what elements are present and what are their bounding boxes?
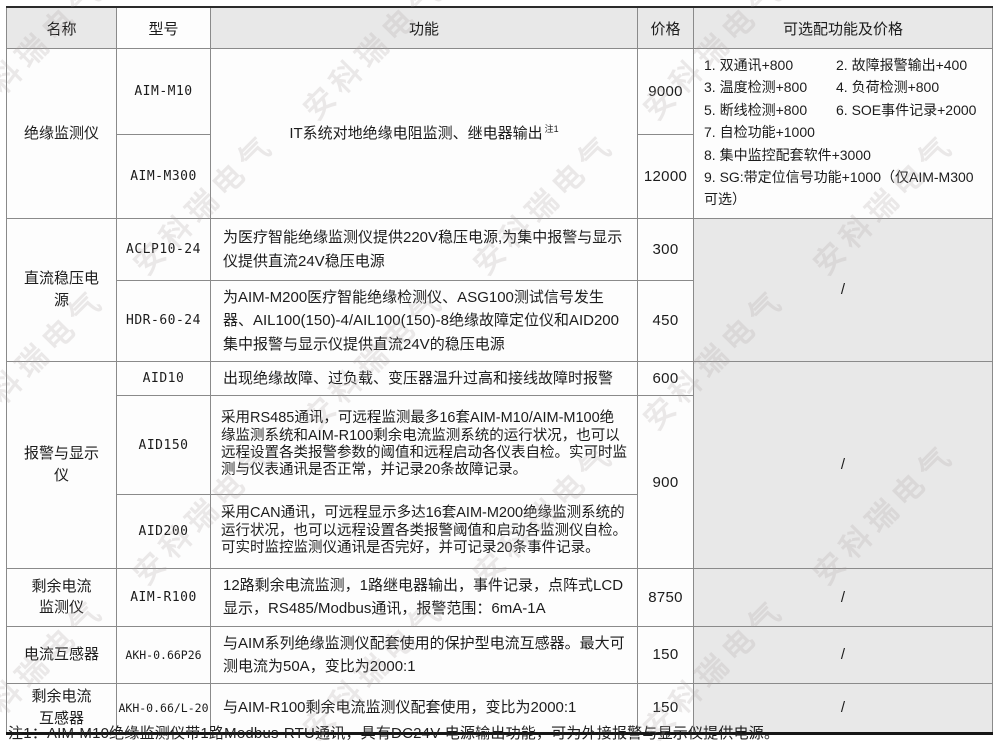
cell-product-name: 剩余电流 监测仪 [6,568,117,627]
cell-price: 9000 [637,48,694,135]
header-row: 名称 型号 功能 价格 可选配功能及价格 [6,6,993,49]
cell-function: 与AIM系列绝缘监测仪配套使用的保护型电流互感器。最大可测电流为50A，变比为2… [210,625,638,684]
option-item: 6. SOE事件记录+2000 [836,101,977,118]
function-text: IT系统对地绝缘电阻监测、继电器输出 [289,124,543,142]
row-aclp10-24: 直流稳压电源 ACLP10-24 为医疗智能绝缘监测仪提供220V稳压电源,为集… [6,218,993,362]
row-hdr-60-24: HDR-60-24 为AIM-M200医疗智能绝缘检测仪、ASG100测试信号发… [7,280,993,362]
cell-product-name: 电流互感器 [6,625,117,684]
header-cell-function: 功能 [210,6,638,49]
cell-optional-features: 1. 双通讯+800 2. 故障报警输出+400 3. 温度检测+800 4. … [693,48,993,219]
optional-features-grid: 1. 双通讯+800 2. 故障报警输出+400 3. 温度检测+800 4. … [704,54,984,121]
footnote-ref: 注1 [544,123,559,134]
cell-optional-slash: / [693,218,993,362]
cell-price: 450 [637,280,694,362]
cell-model: AIM-R100 [116,568,211,627]
option-item: 3. 温度检测+800 [704,79,808,96]
cell-model: AID10 [116,360,211,397]
cell-price: 600 [637,360,694,397]
cell-model: AKH-0.66P26 [116,625,211,684]
cell-model: ACLP10-24 [116,218,211,281]
cell-function: 12路剩余电流监测，1路继电器输出，事件记录，点阵式LCD显示，RS485/Mo… [210,568,638,627]
option-item: 4. 负荷检测+800 [836,79,940,96]
cell-product-name: 报警与显示仪 [6,360,117,570]
row-aid150: AID150 采用RS485通讯，可远程监测最多16套AIM-M10/AIM-M… [7,395,993,569]
option-item: 8. 集中监控配套软件+3000 [704,146,871,163]
cell-model: AKH-0.66/L-20 [116,683,211,734]
cell-function: 与AIM-R100剩余电流监测仪配套使用，变比为2000:1 [210,683,638,734]
row-akh-066l20: 剩余电流 互感器 AKH-0.66/L-20 与AIM-R100剩余电流监测仪配… [6,683,993,734]
cell-price: 12000 [637,134,694,219]
cell-function: IT系统对地绝缘电阻监测、继电器输出 注1 [210,48,638,219]
cell-optional-slash: / [693,568,993,627]
option-item: 2. 故障报警输出+400 [836,57,968,73]
header-cell-name: 名称 [6,6,117,49]
cell-function: 出现绝缘故障、过负载、变压器温升过高和接线故障时报警 [210,360,638,397]
cell-model: AID150 [116,395,211,495]
header-cell-model: 型号 [116,6,211,49]
cell-optional-slash: / [693,625,993,684]
cell-model: AID200 [116,494,211,569]
option-item: 9. SG:带定位信号功能+1000（仅AIM-M300可选） [704,168,974,208]
cell-function: 采用RS485通讯，可远程监测最多16套AIM-M10/AIM-M100绝缘监测… [210,395,638,495]
cell-model: HDR-60-24 [116,280,211,362]
cell-function: 为AIM-M200医疗智能绝缘检测仪、ASG100测试信号发生器、AIL100(… [210,280,638,362]
product-price-table: 名称 型号 功能 价格 可选配功能及价格 绝缘监测仪 AIM-M10 IT系统对… [6,6,993,735]
footnote: 注1：AIM-M10绝缘监测仪带1路Modbus-RTU通讯，具有DC24V 电… [8,725,780,742]
cell-product-name: 直流稳压电源 [6,218,117,362]
cell-optional-slash: / [693,683,993,734]
cell-function: 采用CAN通讯，可远程显示多达16套AIM-M200绝缘监测系统的运行状况，也可… [210,494,638,569]
cell-price: 300 [637,218,694,281]
header-cell-options: 可选配功能及价格 [693,6,993,49]
option-item: 5. 断线检测+800 [704,101,808,118]
row-aim-r100: 剩余电流 监测仪 AIM-R100 12路剩余电流监测，1路继电器输出，事件记录… [6,568,993,627]
header-cell-price: 价格 [637,6,694,49]
cell-optional-slash: / [693,360,993,570]
row-akh-066p26: 电流互感器 AKH-0.66P26 与AIM系列绝缘监测仪配套使用的保护型电流互… [6,625,993,684]
cell-price: 150 [637,625,694,684]
cell-function: 为医疗智能绝缘监测仪提供220V稳压电源,为集中报警与显示仪提供直流24V稳压电… [210,218,638,281]
row-aim-m300: AIM-M300 12000 [7,134,993,219]
cell-product-name: 剩余电流 互感器 [6,683,117,734]
row-aim-m10: 绝缘监测仪 AIM-M10 IT系统对地绝缘电阻监测、继电器输出 注1 9000 … [6,48,993,219]
option-item: 1. 双通讯+800 [704,57,794,73]
cell-price: 8750 [637,568,694,627]
cell-product-name: 绝缘监测仪 [6,48,117,219]
option-item: 7. 自检功能+1000 [704,124,815,141]
row-aid10: 报警与显示仪 AID10 出现绝缘故障、过负载、变压器温升过高和接线故障时报警 … [6,360,993,570]
cell-model: AIM-M300 [116,134,211,219]
cell-price: 900 [637,395,694,569]
row-aid200: AID200 采用CAN通讯，可远程显示多达16套AIM-M200绝缘监测系统的… [7,494,993,569]
cell-model: AIM-M10 [116,48,211,135]
